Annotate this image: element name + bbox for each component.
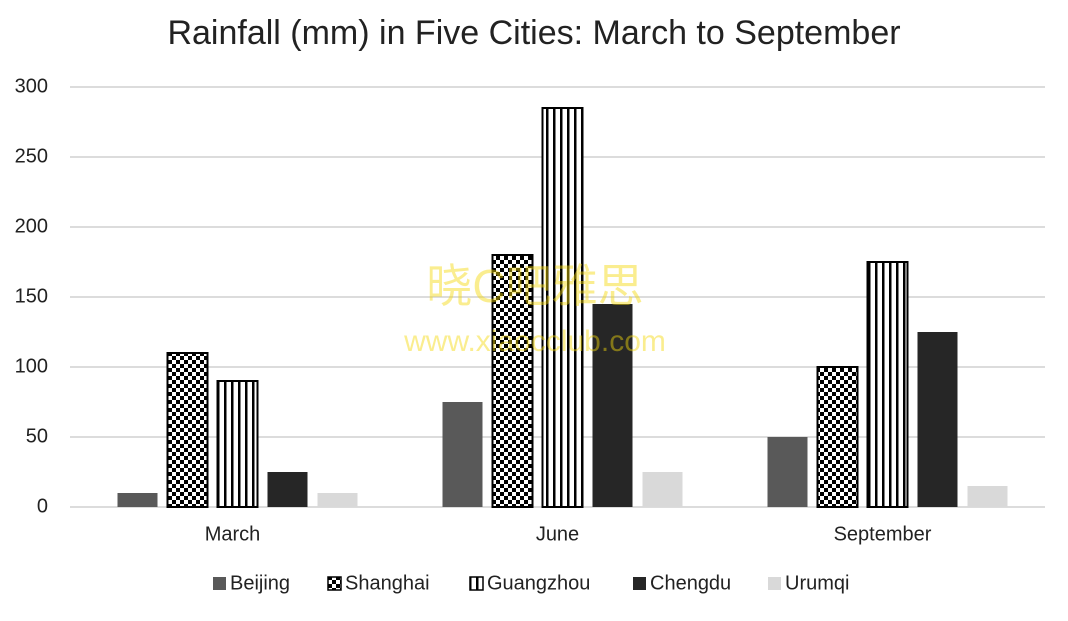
bar — [767, 437, 808, 507]
legend-label: Chengdu — [650, 572, 731, 594]
y-tick-label: 100 — [15, 355, 48, 377]
bar — [117, 493, 158, 507]
bar — [866, 261, 909, 508]
bar — [642, 472, 683, 507]
bar — [166, 352, 209, 508]
legend-marker — [469, 576, 484, 591]
legend-marker — [327, 576, 342, 591]
legend-marker — [213, 577, 226, 590]
y-tick-label: 200 — [15, 215, 48, 237]
legend-label: Urumqi — [785, 572, 849, 594]
y-tick-label: 300 — [15, 75, 48, 97]
y-tick-label: 250 — [15, 145, 48, 167]
bar — [592, 304, 633, 507]
bar — [541, 107, 584, 508]
bar — [216, 380, 259, 508]
legend-label: Shanghai — [345, 572, 430, 594]
y-tick-label: 0 — [37, 495, 48, 517]
bar — [317, 493, 358, 507]
watermark: www.xiaocclub.com — [403, 325, 666, 358]
chart-title: Rainfall (mm) in Five Cities: March to S… — [167, 14, 900, 52]
legend-marker — [768, 577, 781, 590]
x-tick-label: June — [536, 523, 579, 545]
x-tick-label: September — [834, 523, 932, 545]
bar — [917, 332, 958, 507]
legend-label: Beijing — [230, 572, 290, 594]
bar — [816, 366, 859, 508]
bar — [442, 402, 483, 507]
legend-marker — [633, 577, 646, 590]
bar — [491, 254, 534, 508]
x-tick-label: March — [205, 523, 261, 545]
y-tick-label: 150 — [15, 285, 48, 307]
bar — [267, 472, 308, 507]
bar — [967, 486, 1008, 507]
watermark: 晓C吧雅思 — [426, 260, 643, 312]
legend-label: Guangzhou — [487, 572, 590, 594]
y-tick-label: 50 — [26, 425, 48, 447]
